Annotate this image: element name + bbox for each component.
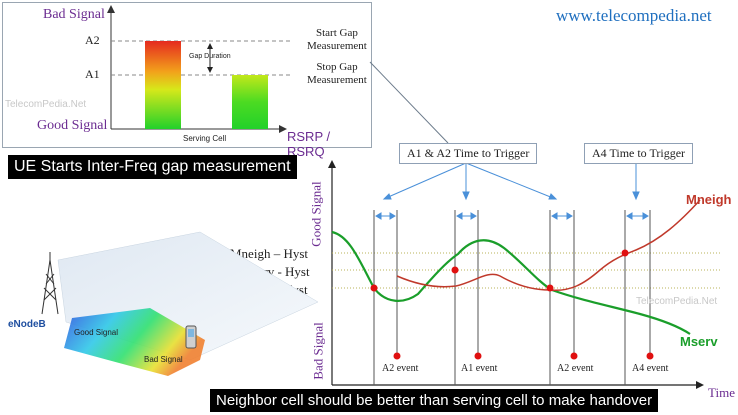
enodeb-illustration — [41, 231, 319, 376]
phone-screen — [188, 329, 194, 337]
cross-point-3 — [546, 284, 554, 292]
event-dot-4 — [646, 352, 654, 360]
main-watermark: TelecomPedia.Net — [636, 296, 718, 307]
website-title: www.telecompedia.net — [556, 6, 712, 25]
panel-connector-line — [369, 61, 449, 144]
stop-gap-label: Stop Gap Measurement — [307, 61, 367, 87]
event-dot-2 — [474, 352, 482, 360]
cross-point-2 — [451, 266, 459, 274]
threshold-label-mneigh: Mneigh – Hyst — [230, 246, 308, 261]
start-gap-line1: Start Gap — [316, 27, 358, 39]
bar-stop-gap — [232, 75, 268, 129]
gap-arrow-up-icon — [207, 43, 213, 49]
mneigh-curve — [396, 199, 701, 292]
gap-duration-label: Gap Duration — [189, 53, 231, 60]
mserv-curve — [331, 230, 691, 335]
x-axis-arrow-icon — [279, 125, 287, 133]
event-label-2: A1 event — [461, 363, 498, 374]
gap-measurement-chart — [107, 5, 293, 133]
top-watermark: TelecomPedia.Net — [5, 99, 87, 110]
bar-start-gap — [145, 41, 181, 129]
top-banner: UE Starts Inter-Freq gap measurement — [8, 155, 297, 179]
start-gap-label: Start Gap Measurement — [307, 27, 367, 53]
enodeb-label: eNodeB — [8, 319, 46, 330]
cross-point-4 — [621, 249, 629, 257]
series-label-mneigh: Mneigh — [686, 192, 732, 207]
y-axis-arrow-icon — [107, 5, 115, 13]
stop-gap-line1: Stop Gap — [316, 61, 358, 73]
event-label-4: A4 event — [632, 363, 669, 374]
gap-arrow-down-icon — [207, 67, 213, 73]
tower-icon — [41, 252, 59, 315]
coverage-bad-signal-label: Bad Signal — [144, 355, 183, 364]
stop-gap-line2: Measurement — [307, 74, 367, 86]
callout-a4-ttt: A4 Time to Trigger — [584, 143, 694, 164]
event-label-3: A2 event — [557, 363, 594, 374]
coverage-plane — [64, 308, 205, 376]
a1-label: A1 — [85, 67, 100, 81]
event-dot-3 — [570, 352, 578, 360]
main-y-arrow-icon — [328, 160, 336, 168]
callout-arrows — [382, 162, 640, 201]
start-gap-line2: Measurement — [307, 40, 367, 52]
a2-label: A2 — [85, 33, 100, 47]
series-label-mserv: Mserv — [680, 334, 718, 349]
event-label-1: A2 event — [382, 363, 419, 374]
gap-measurement-panel: Bad Signal A2 A1 Good Signal Gap Duratio… — [2, 2, 372, 159]
main-x-arrow-icon — [696, 381, 704, 389]
event-dot-1 — [393, 352, 401, 360]
top-bad-signal-label: Bad Signal — [43, 7, 105, 22]
time-axis-label: Time — [708, 385, 735, 400]
cross-point-1 — [370, 284, 378, 292]
coverage-good-signal-label: Good Signal — [74, 328, 119, 337]
bottom-banner: Neighbor cell should be better than serv… — [210, 389, 659, 412]
top-good-signal-label: Good Signal — [37, 118, 108, 133]
serving-cell-label: Serving Cell — [183, 134, 227, 143]
callout-a1-a2-ttt: A1 & A2 Time to Trigger — [399, 143, 538, 164]
ttt-arrows — [375, 212, 649, 220]
